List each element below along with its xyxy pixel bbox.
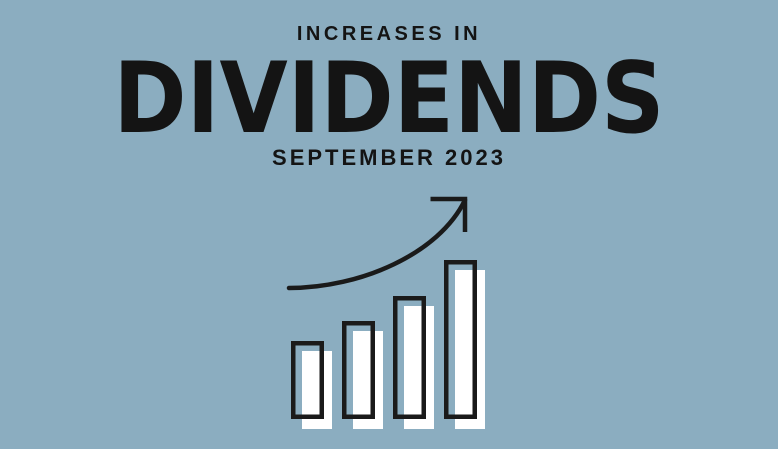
trend-arrow-head [430,196,468,232]
kicker-text: INCREASES IN [296,23,482,45]
bar-outline [444,260,477,419]
bar-outline [291,341,324,419]
bar-shadow [353,331,383,429]
poster-subtitle: SEPTEMBER 2023 [272,145,506,170]
bar-outline [393,296,426,419]
trend-arrow-curve [286,197,468,291]
poster-title: DIVIDENDS [113,42,665,156]
bar-outline [342,321,375,419]
bar-shadow [404,306,434,429]
bar-shadow [455,270,485,429]
